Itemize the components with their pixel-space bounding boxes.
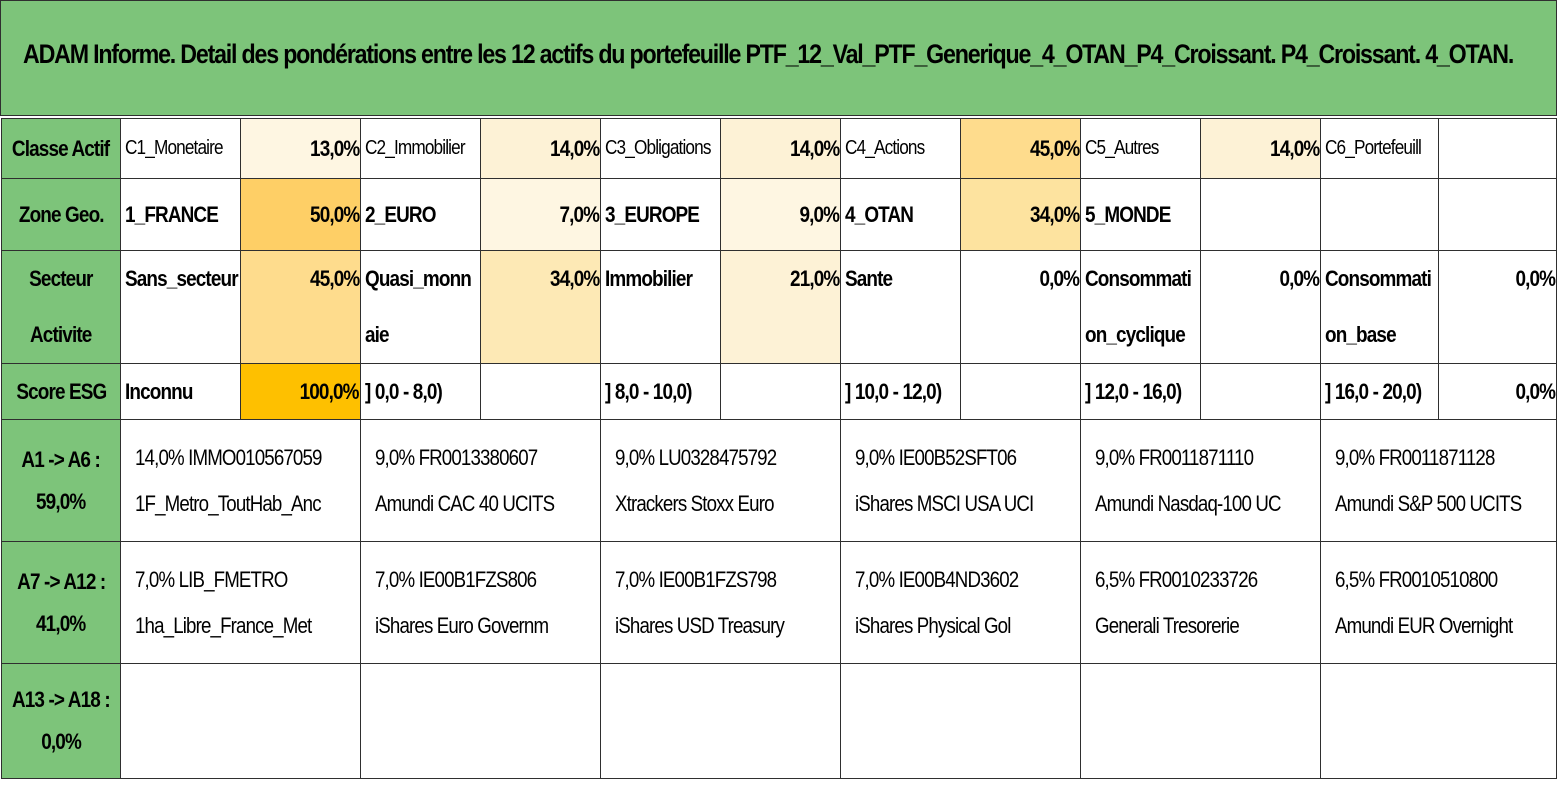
- asset-cell: 7,0% LIB_FMETRO 1ha_Libre_France_Met: [120, 541, 361, 664]
- asset-cell: 7,0% IE00B1FZS798 iShares USD Treasury: [600, 541, 841, 664]
- row-assets-a1-a6: A1 -> A6 : 59,0% 14,0% IMMO010567059 1F_M…: [1, 419, 1557, 542]
- asset-cell: 9,0% FR0013380607 Amundi CAC 40 UCITS: [360, 419, 601, 542]
- esg-name-6: ] 16,0 - 20,0): [1320, 363, 1439, 420]
- row-header-classe-actif: Classe Actif: [1, 118, 121, 179]
- secteur-pct-2: 34,0%: [480, 250, 601, 364]
- zone-pct-3: 9,0%: [720, 178, 841, 251]
- title-bar: ADAM Informe. Detail des pondérations en…: [0, 0, 1557, 116]
- row-assets-a7-a12: A7 -> A12 : 41,0% 7,0% LIB_FMETRO 1ha_Lib…: [1, 541, 1557, 664]
- zone-pct-2: 7,0%: [480, 178, 601, 251]
- esg-name-1: Inconnu: [120, 363, 241, 420]
- zone-pct-5: [1200, 178, 1321, 251]
- zone-name-4: 4_OTAN: [840, 178, 961, 251]
- classe-name-3: C3_Obligations: [600, 118, 721, 179]
- row-header-secteur-activite: Secteur Activite: [1, 250, 121, 364]
- row-header-a13-a18: A13 -> A18 : 0,0%: [1, 663, 121, 779]
- secteur-name-1: Sans_secteur: [120, 250, 241, 364]
- esg-pct-6: 0,0%: [1438, 363, 1557, 420]
- classe-name-4: C4_Actions: [840, 118, 961, 179]
- secteur-name-6: Consommati on_base: [1320, 250, 1439, 364]
- zone-pct-1: 50,0%: [240, 178, 361, 251]
- esg-pct-2: [480, 363, 601, 420]
- classe-pct-3: 14,0%: [720, 118, 841, 179]
- esg-pct-5: [1200, 363, 1321, 420]
- zone-name-5: 5_MONDE: [1080, 178, 1201, 251]
- classe-pct-5: 14,0%: [1200, 118, 1321, 179]
- asset-cell: 7,0% IE00B1FZS806 iShares Euro Governm: [360, 541, 601, 664]
- zone-name-3: 3_EUROPE: [600, 178, 721, 251]
- row-score-esg: Score ESG Inconnu 100,0% ] 0,0 - 8,0) ] …: [1, 363, 1557, 420]
- report-title: ADAM Informe. Detail des pondérations en…: [23, 39, 1514, 69]
- zone-pct-6: [1438, 178, 1557, 251]
- row-header-a1-a6: A1 -> A6 : 59,0%: [1, 419, 121, 542]
- secteur-name-2: Quasi_monn aie: [360, 250, 481, 364]
- empty-asset-cell: [600, 663, 841, 779]
- classe-pct-4: 45,0%: [960, 118, 1081, 179]
- classe-name-5: C5_Autres: [1080, 118, 1201, 179]
- zone-pct-4: 34,0%: [960, 178, 1081, 251]
- asset-cell: 9,0% FR0011871110 Amundi Nasdaq-100 UC: [1080, 419, 1321, 542]
- empty-asset-cell: [120, 663, 361, 779]
- zone-name-6: [1320, 178, 1439, 251]
- row-header-a7-a12: A7 -> A12 : 41,0%: [1, 541, 121, 664]
- esg-name-3: ] 8,0 - 10,0): [600, 363, 721, 420]
- secteur-pct-1: 45,0%: [240, 250, 361, 364]
- asset-cell: 9,0% FR0011871128 Amundi S&P 500 UCITS: [1320, 419, 1557, 542]
- asset-cell: 7,0% IE00B4ND3602 iShares Physical Gol: [840, 541, 1081, 664]
- row-header-score-esg: Score ESG: [1, 363, 121, 420]
- classe-name-2: C2_Immobilier: [360, 118, 481, 179]
- secteur-name-3: Immobilier: [600, 250, 721, 364]
- asset-cell: 9,0% IE00B52SFT06 iShares MSCI USA UCI: [840, 419, 1081, 542]
- secteur-pct-4: 0,0%: [960, 250, 1081, 364]
- asset-cell: 14,0% IMMO010567059 1F_Metro_ToutHab_Anc: [120, 419, 361, 542]
- row-zone-geo: Zone Geo. 1_FRANCE 50,0% 2_EURO 7,0% 3_E…: [1, 178, 1557, 251]
- asset-cell: 6,5% FR0010510800 Amundi EUR Overnight: [1320, 541, 1557, 664]
- zone-name-2: 2_EURO: [360, 178, 481, 251]
- empty-asset-cell: [840, 663, 1081, 779]
- row-classe-actif: Classe Actif C1_Monetaire 13,0% C2_Immob…: [1, 118, 1557, 179]
- esg-name-5: ] 12,0 - 16,0): [1080, 363, 1201, 420]
- esg-name-2: ] 0,0 - 8,0): [360, 363, 481, 420]
- esg-pct-3: [720, 363, 841, 420]
- secteur-name-4: Sante: [840, 250, 961, 364]
- asset-cell: 9,0% LU0328475792 Xtrackers Stoxx Euro: [600, 419, 841, 542]
- empty-asset-cell: [1080, 663, 1321, 779]
- classe-pct-1: 13,0%: [240, 118, 361, 179]
- secteur-name-5: Consommati on_cyclique: [1080, 250, 1201, 364]
- asset-cell: 6,5% FR0010233726 Generali Tresorerie: [1080, 541, 1321, 664]
- zone-name-1: 1_FRANCE: [120, 178, 241, 251]
- row-header-zone-geo: Zone Geo.: [1, 178, 121, 251]
- secteur-pct-3: 21,0%: [720, 250, 841, 364]
- classe-name-1: C1_Monetaire: [120, 118, 241, 179]
- esg-name-4: ] 10,0 - 12,0): [840, 363, 961, 420]
- row-assets-a13-a18: A13 -> A18 : 0,0%: [1, 663, 1557, 779]
- row-secteur-activite: Secteur Activite Sans_secteur 45,0% Quas…: [1, 250, 1557, 364]
- esg-pct-1: 100,0%: [240, 363, 361, 420]
- secteur-pct-5: 0,0%: [1200, 250, 1321, 364]
- esg-pct-4: [960, 363, 1081, 420]
- empty-asset-cell: [1320, 663, 1557, 779]
- classe-pct-6: [1438, 118, 1557, 179]
- empty-asset-cell: [360, 663, 601, 779]
- allocation-table: Classe Actif C1_Monetaire 13,0% C2_Immob…: [1, 118, 1557, 779]
- classe-name-6: C6_Portefeuill: [1320, 118, 1439, 179]
- secteur-pct-6: 0,0%: [1438, 250, 1557, 364]
- classe-pct-2: 14,0%: [480, 118, 601, 179]
